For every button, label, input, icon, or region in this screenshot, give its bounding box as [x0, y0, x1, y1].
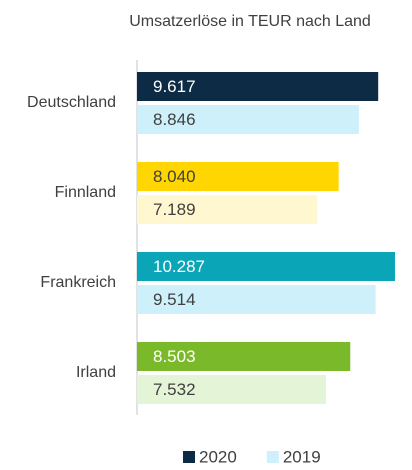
value-label: 10.287: [153, 257, 205, 276]
bar: [137, 195, 318, 224]
value-label: 8.040: [153, 167, 196, 186]
legend-swatch: [183, 451, 195, 463]
category-label: Irland: [76, 364, 116, 381]
bar: [137, 162, 339, 191]
value-label: 8.503: [153, 347, 196, 366]
value-label: 9.514: [153, 290, 196, 309]
legend-swatch: [266, 451, 279, 463]
chart-title: Umsatzerlöse in TEUR nach Land: [129, 13, 371, 30]
value-label: 7.532: [153, 380, 196, 399]
bar: [137, 342, 351, 371]
bar: [137, 105, 359, 134]
legend-label: 2020: [199, 447, 237, 466]
bar: [137, 252, 395, 281]
legend-label: 2019: [283, 447, 321, 466]
value-label: 9.617: [153, 77, 196, 96]
category-label: Deutschland: [27, 94, 116, 111]
category-label: Finnland: [55, 184, 116, 201]
category-label: Frankreich: [40, 274, 116, 291]
value-label: 8.846: [153, 110, 196, 129]
bar: [137, 285, 376, 314]
value-label: 7.189: [153, 200, 196, 219]
bar: [137, 72, 379, 101]
bar: [137, 375, 326, 404]
